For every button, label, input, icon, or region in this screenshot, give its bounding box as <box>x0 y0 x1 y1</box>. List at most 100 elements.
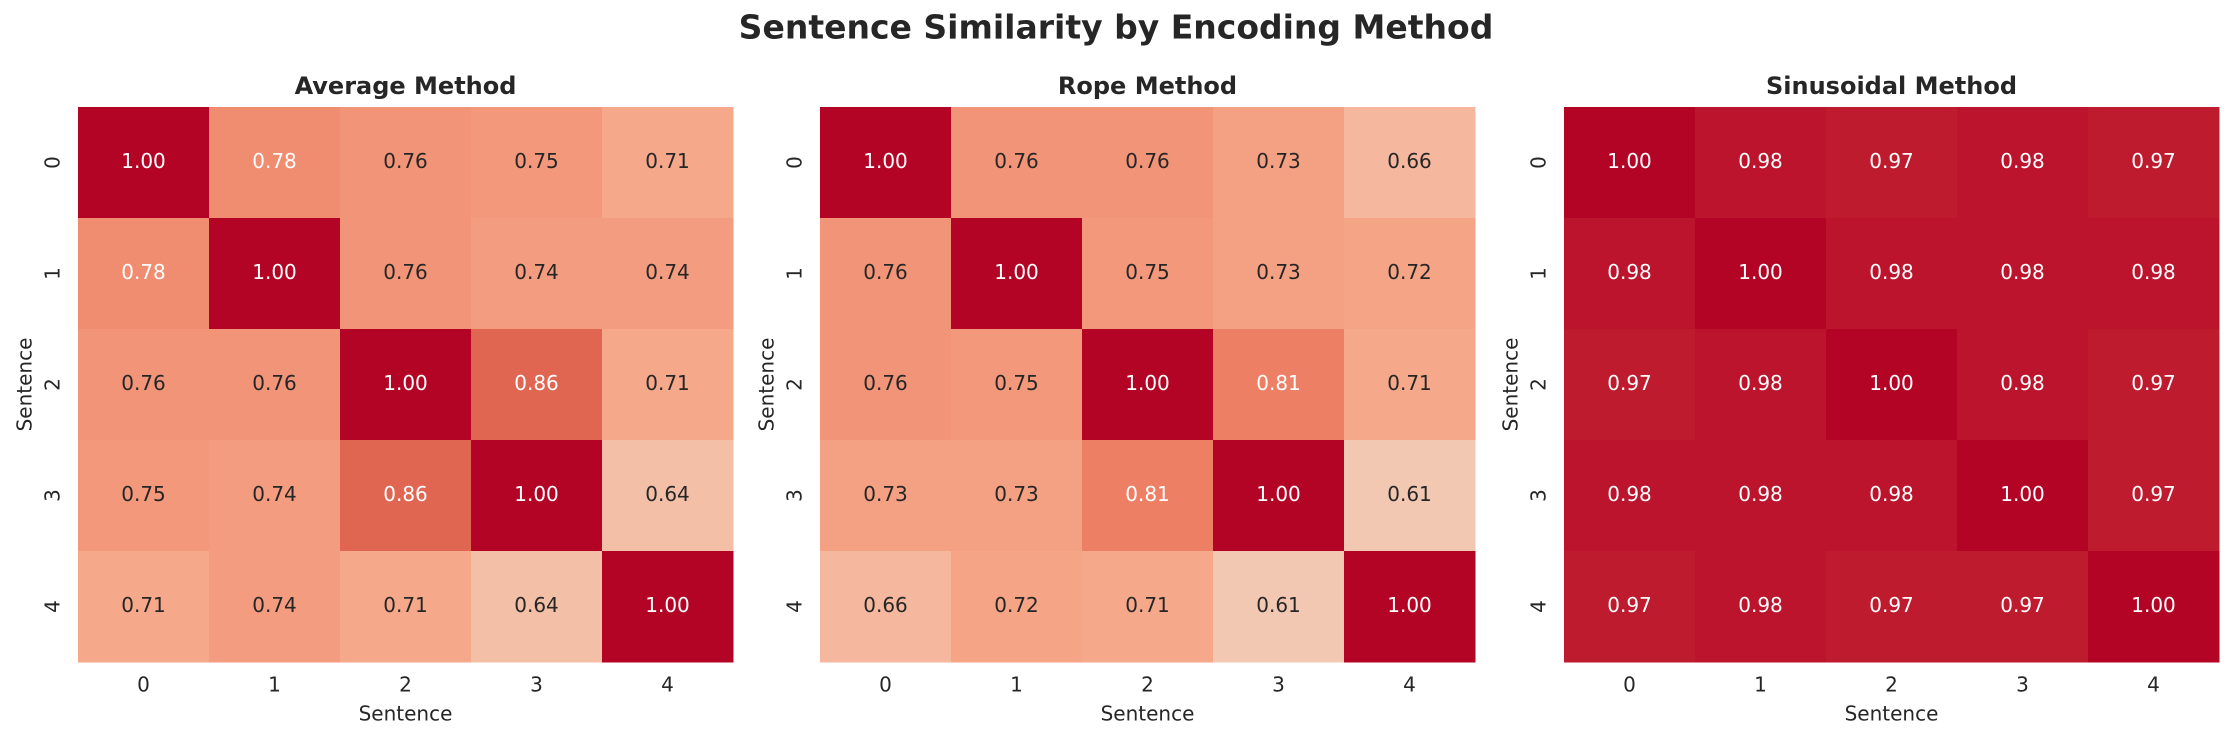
heatmap-cell <box>471 218 603 330</box>
cell-label: 0.98 <box>1607 482 1652 506</box>
x-tick-label: 2 <box>1141 673 1154 697</box>
cell-label: 0.97 <box>1869 149 1914 173</box>
cell-label: 1.00 <box>1125 371 1170 395</box>
heatmap-cell <box>820 329 952 441</box>
heatmap-cell <box>1344 107 1476 219</box>
x-axis-label: Sentence <box>359 702 453 726</box>
cell-label: 1.00 <box>514 482 559 506</box>
heatmap-cell <box>1826 551 1958 663</box>
heatmap-cell <box>2088 107 2220 219</box>
heatmap-cell <box>2088 551 2220 663</box>
cell-label: 0.76 <box>863 260 908 284</box>
y-tick-label: 3 <box>41 489 65 502</box>
x-tick-label: 1 <box>268 673 281 697</box>
cell-label: 0.71 <box>645 371 690 395</box>
heatmap-cell <box>471 329 603 441</box>
cell-label: 0.75 <box>514 149 559 173</box>
cell-label: 0.73 <box>994 482 1039 506</box>
heatmap-cell <box>1695 551 1827 663</box>
heatmap-cell <box>1213 218 1345 330</box>
y-tick-label: 4 <box>1527 600 1551 613</box>
heatmap-cell <box>602 107 734 219</box>
cell-label: 0.97 <box>1607 593 1652 617</box>
cell-label: 1.00 <box>1387 593 1432 617</box>
y-tick-label: 1 <box>783 267 807 280</box>
cell-label: 0.75 <box>1125 260 1170 284</box>
cell-label: 0.71 <box>1125 593 1170 617</box>
cell-label: 0.73 <box>1256 260 1301 284</box>
y-tick-label: 1 <box>1527 267 1551 280</box>
x-axis-label: Sentence <box>1845 702 1939 726</box>
cell-label: 0.98 <box>2000 371 2045 395</box>
cell-label: 0.97 <box>2131 371 2176 395</box>
y-tick-label: 4 <box>41 600 65 613</box>
heatmap-cell <box>1082 107 1214 219</box>
heatmap-cell <box>209 218 341 330</box>
heatmap-cell <box>820 218 952 330</box>
cell-label: 0.78 <box>121 260 166 284</box>
panel-title: Rope Method <box>1058 72 1237 100</box>
heatmap-cell <box>1213 107 1345 219</box>
cell-label: 0.72 <box>994 593 1039 617</box>
cell-label: 0.97 <box>2131 482 2176 506</box>
cell-label: 0.66 <box>863 593 908 617</box>
cell-label: 1.00 <box>1738 260 1783 284</box>
heatmap-cell <box>209 329 341 441</box>
heatmap-cell <box>951 218 1083 330</box>
heatmap-cell <box>820 551 952 663</box>
y-tick-label: 1 <box>41 267 65 280</box>
heatmap-cell <box>602 329 734 441</box>
cell-label: 1.00 <box>1256 482 1301 506</box>
heatmap-cell <box>951 440 1083 552</box>
heatmap-cell <box>78 107 210 219</box>
cell-label: 0.98 <box>1738 149 1783 173</box>
cell-label: 0.98 <box>1607 260 1652 284</box>
y-axis-label: Sentence <box>13 338 37 432</box>
heatmap-cell <box>78 329 210 441</box>
heatmap-cell <box>471 551 603 663</box>
cell-label: 0.76 <box>252 371 297 395</box>
heatmap-cell <box>471 440 603 552</box>
heatmap-cell <box>1695 329 1827 441</box>
y-tick-label: 3 <box>783 489 807 502</box>
heatmap-cell <box>1344 551 1476 663</box>
x-tick-label: 1 <box>1010 673 1023 697</box>
cell-label: 0.75 <box>121 482 166 506</box>
y-tick-label: 3 <box>1527 489 1551 502</box>
cell-label: 0.98 <box>1869 482 1914 506</box>
cell-label: 0.76 <box>383 260 428 284</box>
heatmap-cell <box>602 218 734 330</box>
y-tick-label: 0 <box>1527 156 1551 169</box>
cell-label: 1.00 <box>252 260 297 284</box>
y-tick-label: 2 <box>1527 378 1551 391</box>
y-axis-label: Sentence <box>1499 338 1523 432</box>
x-tick-label: 0 <box>1623 673 1636 697</box>
y-tick-label: 4 <box>783 600 807 613</box>
heatmap-cell <box>1695 107 1827 219</box>
cell-label: 0.86 <box>383 482 428 506</box>
heatmap-cell <box>340 218 472 330</box>
x-tick-label: 3 <box>2016 673 2029 697</box>
cell-label: 0.71 <box>121 593 166 617</box>
heatmap-cell <box>1564 440 1696 552</box>
heatmap-cell <box>1826 107 1958 219</box>
heatmap-cell <box>1957 107 2089 219</box>
y-tick-label: 0 <box>41 156 65 169</box>
cell-label: 0.81 <box>1125 482 1170 506</box>
heatmap-cell <box>340 440 472 552</box>
heatmap-cell <box>602 440 734 552</box>
heatmap-cell <box>951 329 1083 441</box>
heatmap-cell <box>1957 551 2089 663</box>
cell-label: 1.00 <box>1607 149 1652 173</box>
cell-label: 0.75 <box>994 371 1039 395</box>
cell-label: 0.74 <box>252 593 297 617</box>
heatmap-cell <box>78 551 210 663</box>
heatmap-cell <box>1826 218 1958 330</box>
cell-label: 0.98 <box>1869 260 1914 284</box>
cell-label: 0.81 <box>1256 371 1301 395</box>
heatmap-cell <box>2088 440 2220 552</box>
cell-label: 0.71 <box>1387 371 1432 395</box>
heatmap-cell <box>1957 329 2089 441</box>
cell-label: 1.00 <box>121 149 166 173</box>
heatmap-cell <box>1957 440 2089 552</box>
